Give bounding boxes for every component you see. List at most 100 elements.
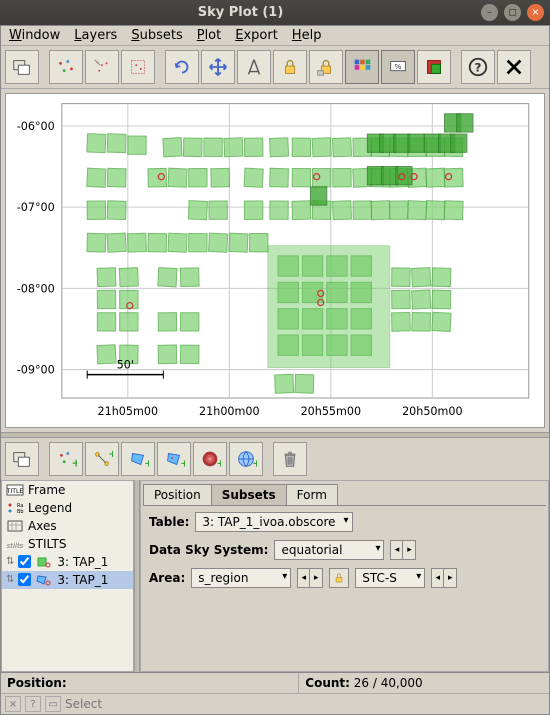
scatter-b-icon[interactable] bbox=[85, 50, 119, 84]
sky-plot-svg: 21h05m00 21h00m00 20h55m00 20h50m00 -06°00 -0… bbox=[6, 94, 544, 427]
tree-label: Frame bbox=[28, 483, 65, 497]
svg-text:+: + bbox=[144, 458, 149, 469]
svg-text:-08°00: -08°00 bbox=[17, 282, 55, 295]
tree-label: Axes bbox=[28, 519, 57, 533]
add-density-icon[interactable]: + bbox=[193, 442, 227, 476]
window-title: Sky Plot (1) bbox=[6, 5, 475, 20]
svg-text:%: % bbox=[395, 62, 402, 71]
menubar: Window Layers Subsets Plot Export Help bbox=[1, 26, 549, 46]
svg-text:-06°00: -06°00 bbox=[17, 120, 55, 133]
tab-form[interactable]: Form bbox=[286, 484, 338, 506]
axes-icon bbox=[6, 519, 24, 533]
layer-green-icon bbox=[35, 555, 53, 569]
window-close[interactable]: × bbox=[527, 4, 544, 21]
lock2-icon[interactable] bbox=[309, 50, 343, 84]
tree-frame[interactable]: TITLE Frame bbox=[2, 481, 133, 499]
tree-label: 3: TAP_1 bbox=[57, 573, 108, 587]
svg-text:+: + bbox=[216, 458, 221, 469]
window-maximize[interactable]: ◻ bbox=[504, 4, 521, 21]
window-minimize[interactable]: – bbox=[481, 4, 498, 21]
layer-blue-icon bbox=[35, 573, 53, 587]
footer-bar: × ? ▭ Select bbox=[1, 693, 549, 714]
menu-layers[interactable]: Layers bbox=[74, 28, 117, 43]
trash-icon[interactable] bbox=[273, 442, 307, 476]
tree-label: 3: TAP_1 bbox=[57, 555, 108, 569]
svg-text:Bb: Bb bbox=[17, 509, 24, 514]
menu-export[interactable]: Export bbox=[235, 28, 278, 43]
stc-combo[interactable]: STC-S bbox=[355, 568, 425, 588]
layer-visible-checkbox[interactable] bbox=[18, 573, 31, 586]
legend-icon: RaBb bbox=[6, 501, 24, 515]
tree-layer-2[interactable]: ⇅ 3: TAP_1 bbox=[2, 571, 133, 589]
ruler-icon[interactable] bbox=[237, 50, 271, 84]
svg-text:+: + bbox=[180, 458, 185, 469]
svg-text:+: + bbox=[108, 449, 113, 460]
svg-text:stilts: stilts bbox=[7, 542, 24, 550]
tree-label: STILTS bbox=[28, 537, 66, 551]
svg-text:+: + bbox=[72, 456, 78, 469]
title-icon: TITLE bbox=[6, 483, 24, 497]
count-value: 26 / 40,000 bbox=[354, 676, 423, 690]
sky-system-combo[interactable]: equatorial bbox=[274, 540, 384, 560]
frame-icon[interactable] bbox=[5, 442, 39, 476]
add-globe-icon[interactable]: + bbox=[229, 442, 263, 476]
percent-icon[interactable]: % bbox=[381, 50, 415, 84]
help-icon[interactable]: ? bbox=[461, 50, 495, 84]
foot-help-icon[interactable]: ? bbox=[25, 696, 41, 712]
svg-text:21h05m00: 21h05m00 bbox=[98, 405, 159, 418]
close-icon[interactable] bbox=[497, 50, 531, 84]
swatch-icon[interactable] bbox=[417, 50, 451, 84]
area-combo[interactable]: s_region bbox=[191, 568, 291, 588]
svg-text:20h50m00: 20h50m00 bbox=[402, 405, 463, 418]
svg-text:-09°00: -09°00 bbox=[17, 364, 55, 377]
frame-new-icon[interactable] bbox=[5, 50, 39, 84]
scatter-a-icon[interactable] bbox=[49, 50, 83, 84]
tab-subsets[interactable]: Subsets bbox=[211, 484, 287, 506]
area-stepper[interactable]: ◂▸ bbox=[297, 568, 323, 588]
svg-text:-07°00: -07°00 bbox=[17, 201, 55, 214]
layer-config-panel: Position Subsets Form Table: 3: TAP_1_iv… bbox=[140, 480, 549, 672]
plot-area: 21h05m00 21h00m00 20h55m00 20h50m00 -06°00 -0… bbox=[1, 89, 549, 432]
svg-text:?: ? bbox=[475, 61, 482, 75]
palette-icon[interactable] bbox=[345, 50, 379, 84]
sky-system-stepper[interactable]: ◂▸ bbox=[390, 540, 416, 560]
statusbar: Position: Count: 26 / 40,000 bbox=[1, 672, 549, 693]
lock1-icon[interactable] bbox=[273, 50, 307, 84]
toolbar-main: % ? bbox=[1, 46, 549, 89]
move-icon[interactable] bbox=[201, 50, 235, 84]
add-scatter-icon[interactable]: + bbox=[49, 442, 83, 476]
table-combo[interactable]: 3: TAP_1_ivoa.obscore bbox=[195, 512, 352, 532]
tree-stilts[interactable]: stilts STILTS bbox=[2, 535, 133, 553]
foot-rect-icon[interactable]: ▭ bbox=[45, 696, 61, 712]
add-link-icon[interactable]: + bbox=[85, 442, 119, 476]
tree-axes[interactable]: Axes bbox=[2, 517, 133, 535]
stilts-icon: stilts bbox=[6, 537, 24, 551]
svg-text:+: + bbox=[252, 458, 257, 469]
tab-position[interactable]: Position bbox=[143, 484, 212, 506]
menu-help[interactable]: Help bbox=[292, 28, 322, 43]
tree-legend[interactable]: RaBb Legend bbox=[2, 499, 133, 517]
titlebar: Sky Plot (1) – ◻ × bbox=[0, 0, 550, 25]
tree-label: Legend bbox=[28, 501, 72, 515]
svg-text:TITLE: TITLE bbox=[6, 488, 23, 495]
plot-canvas[interactable]: 21h05m00 21h00m00 20h55m00 20h50m00 -06°00 -0… bbox=[5, 93, 545, 428]
lock-icon[interactable] bbox=[329, 568, 349, 588]
svg-text:20h55m00: 20h55m00 bbox=[301, 405, 362, 418]
tree-layer-1[interactable]: ⇅ 3: TAP_1 bbox=[2, 553, 133, 571]
foot-select-label: Select bbox=[65, 697, 102, 711]
add-poly1-icon[interactable]: + bbox=[121, 442, 155, 476]
menu-subsets[interactable]: Subsets bbox=[131, 28, 182, 43]
scatter-c-icon[interactable] bbox=[121, 50, 155, 84]
grip-icon[interactable]: ⇅ bbox=[6, 574, 14, 585]
stc-stepper[interactable]: ◂▸ bbox=[431, 568, 457, 588]
menu-plot[interactable]: Plot bbox=[197, 28, 222, 43]
add-poly2-icon[interactable]: + bbox=[157, 442, 191, 476]
sky-system-label: Data Sky System: bbox=[149, 543, 268, 557]
layer-visible-checkbox[interactable] bbox=[18, 555, 31, 568]
svg-text:21h00m00: 21h00m00 bbox=[199, 405, 260, 418]
redo-icon[interactable] bbox=[165, 50, 199, 84]
position-label: Position: bbox=[7, 676, 67, 690]
foot-close-icon[interactable]: × bbox=[5, 696, 21, 712]
menu-window[interactable]: Window bbox=[9, 28, 60, 43]
grip-icon[interactable]: ⇅ bbox=[6, 556, 14, 567]
